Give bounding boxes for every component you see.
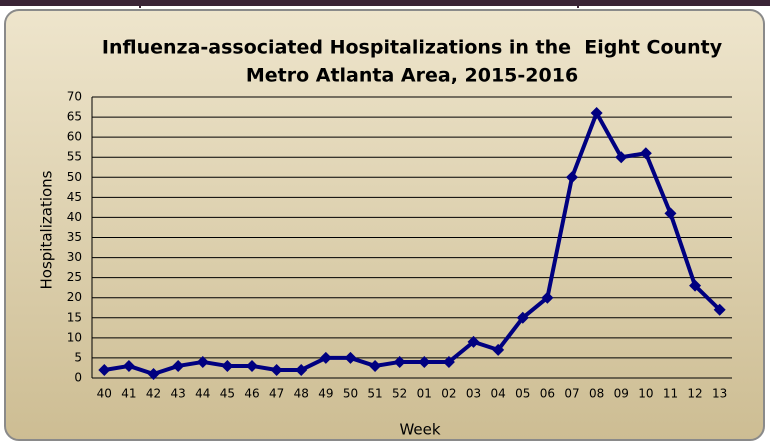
x-tick-label: 47 (269, 387, 284, 401)
x-tick-label: 51 (367, 387, 382, 401)
x-tick-label: 42 (146, 387, 161, 401)
point-marker (590, 107, 603, 120)
y-axis-title: Hospitalizations (38, 170, 56, 289)
point-marker (639, 147, 652, 160)
point-marker (246, 359, 258, 372)
x-tick-label: 12 (687, 387, 702, 401)
point-marker (492, 343, 505, 356)
point-marker (98, 363, 111, 376)
y-tick-label: 15 (67, 310, 82, 324)
x-tick-label: 44 (195, 387, 210, 401)
chart-title: Influenza-associated Hospitalizations in… (102, 37, 723, 59)
point-marker (344, 351, 357, 364)
y-tick-label: 5 (74, 350, 82, 364)
point-marker (221, 359, 234, 372)
point-marker (541, 291, 554, 304)
x-tick-label: 07 (564, 387, 579, 401)
x-tick-label: 49 (318, 387, 333, 401)
x-tick-label: 09 (614, 387, 629, 401)
x-tick-label: 41 (121, 387, 136, 401)
point-marker (615, 151, 628, 164)
x-tick-label: 11 (663, 387, 678, 401)
y-tick-label: 50 (67, 170, 82, 184)
y-tick-label: 0 (74, 371, 82, 385)
point-marker (270, 363, 283, 376)
chart-title: Metro Atlanta Area, 2015-2016 (246, 65, 578, 87)
point-marker (689, 279, 702, 292)
x-tick-label: 01 (417, 387, 432, 401)
y-tick-label: 25 (67, 270, 82, 284)
y-tick-label: 20 (67, 290, 82, 304)
x-axis-title: Week (399, 421, 440, 439)
x-tick-label: 43 (171, 387, 186, 401)
point-marker (713, 303, 726, 316)
x-tick-label: 02 (441, 387, 456, 401)
point-marker (122, 359, 135, 372)
y-tick-label: 40 (67, 210, 82, 224)
x-tick-label: 05 (515, 387, 530, 401)
point-marker (418, 355, 431, 368)
x-tick-label: 46 (244, 387, 259, 401)
point-marker (566, 171, 578, 184)
x-tick-label: 04 (491, 387, 506, 401)
y-tick-label: 65 (67, 110, 82, 124)
point-marker (172, 359, 185, 372)
point-marker (393, 355, 406, 368)
y-tick-label: 30 (67, 250, 82, 264)
y-tick-label: 70 (67, 90, 82, 104)
point-marker (516, 311, 529, 324)
x-tick-label: 06 (540, 387, 555, 401)
point-marker (319, 351, 332, 364)
top-border (0, 0, 770, 6)
point-marker (196, 355, 209, 368)
x-tick-label: 40 (97, 387, 112, 401)
y-tick-label: 10 (67, 330, 82, 344)
x-tick-label: 10 (638, 387, 653, 401)
point-marker (664, 207, 677, 220)
x-tick-label: 13 (712, 387, 727, 401)
x-tick-label: 50 (343, 387, 358, 401)
point-marker (295, 363, 308, 376)
x-tick-label: 08 (589, 387, 604, 401)
point-marker (147, 367, 160, 380)
point-marker (467, 335, 480, 348)
point-marker (369, 359, 382, 372)
x-tick-label: 03 (466, 387, 481, 401)
point-marker (442, 355, 455, 368)
y-tick-label: 55 (67, 150, 82, 164)
y-tick-label: 35 (67, 230, 82, 244)
y-tick-label: 45 (67, 190, 82, 204)
x-tick-label: 52 (392, 387, 407, 401)
y-tick-label: 60 (67, 130, 82, 144)
x-tick-label: 45 (220, 387, 235, 401)
x-tick-label: 48 (294, 387, 309, 401)
